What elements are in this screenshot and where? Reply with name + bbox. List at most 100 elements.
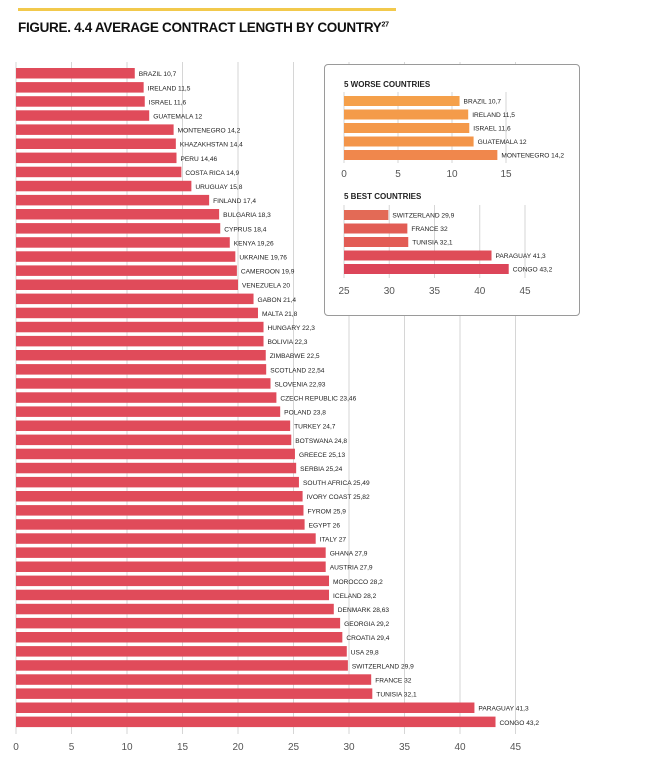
bar bbox=[16, 364, 267, 375]
bar bbox=[16, 519, 305, 530]
bar bbox=[16, 335, 264, 347]
bar bbox=[344, 136, 474, 147]
bar-label: MONTENEGRO 14,2 bbox=[501, 153, 564, 160]
bar-label: GHANA 27,9 bbox=[330, 551, 368, 558]
bar-label: SOUTH AFRICA 25,49 bbox=[303, 480, 370, 487]
bar bbox=[16, 68, 135, 79]
bar-label: TUNISIA 32,1 bbox=[376, 692, 417, 699]
bar bbox=[16, 434, 292, 446]
x-tick-label: 30 bbox=[343, 742, 355, 753]
bar-label: CROATIA 29,4 bbox=[346, 635, 389, 642]
x-tick-label: 0 bbox=[341, 169, 347, 180]
x-tick-label: 40 bbox=[474, 286, 486, 297]
bar bbox=[16, 617, 341, 629]
bar bbox=[16, 209, 220, 220]
x-tick-label: 25 bbox=[338, 286, 350, 297]
bar bbox=[16, 547, 326, 558]
bar bbox=[344, 223, 408, 234]
bar bbox=[16, 180, 192, 192]
bar bbox=[16, 589, 330, 601]
bar bbox=[16, 152, 177, 164]
bar-label: CZECH REPUBLIC 23,46 bbox=[280, 396, 356, 403]
bar-label: GREECE 25,13 bbox=[299, 452, 346, 459]
bar-label: GABON 21,4 bbox=[258, 297, 297, 304]
x-tick-label: 15 bbox=[500, 169, 512, 180]
title-footnote: 27 bbox=[381, 21, 389, 29]
bar-label: FRANCE 32 bbox=[411, 226, 448, 233]
bar-label: KHAZAKHSTAN 14,4 bbox=[180, 142, 243, 149]
bar-label: CONGO 43,2 bbox=[500, 720, 540, 727]
bar-label: BRAZIL 10,7 bbox=[139, 71, 177, 78]
bar-label: COSTA RICA 14,9 bbox=[185, 170, 239, 177]
bar bbox=[344, 237, 409, 247]
bar-label: IRELAND 11,5 bbox=[148, 85, 191, 92]
bar-label: BULGARIA 18,3 bbox=[223, 212, 271, 219]
bar bbox=[16, 674, 372, 685]
bar bbox=[16, 491, 303, 502]
bar bbox=[344, 264, 509, 274]
bar bbox=[16, 575, 330, 587]
bar-label: TUNISIA 32,1 bbox=[412, 240, 453, 247]
bar-label: CYPRUS 18,4 bbox=[224, 226, 266, 233]
bar-label: URUGUAY 15,8 bbox=[195, 184, 242, 191]
bar-label: MONTENEGRO 14,2 bbox=[178, 128, 241, 135]
bar-label: IRELAND 11,5 bbox=[472, 112, 515, 119]
bar-label: SWITZERLAND 29,9 bbox=[352, 663, 414, 670]
x-tick-label: 45 bbox=[519, 286, 531, 297]
bar bbox=[16, 166, 182, 178]
bar-label: USA 29,8 bbox=[351, 649, 379, 656]
bar bbox=[16, 702, 475, 713]
bar-label: GUATEMALA 12 bbox=[478, 139, 527, 146]
x-tick-label: 35 bbox=[399, 742, 411, 753]
bar bbox=[16, 462, 297, 474]
bar-label: SLOVENIA 22,93 bbox=[275, 381, 326, 388]
x-tick-label: 45 bbox=[510, 742, 522, 753]
bar bbox=[16, 420, 291, 431]
chart-title: FIGURE. 4.4 AVERAGE CONTRACT LENGTH BY C… bbox=[18, 20, 389, 35]
bar-label: FINLAND 17,4 bbox=[213, 198, 256, 205]
bar bbox=[16, 533, 316, 544]
bar-label: ZIMBABWE 22,5 bbox=[270, 353, 320, 360]
bar bbox=[16, 406, 281, 417]
bar-label: VENEZUELA 20 bbox=[242, 283, 290, 290]
bar bbox=[16, 378, 271, 389]
bar bbox=[16, 448, 295, 460]
x-tick-label: 10 bbox=[446, 169, 458, 180]
bar-label: PARAGUAY 41,3 bbox=[478, 706, 529, 713]
bar-label: PARAGUAY 41,3 bbox=[496, 253, 547, 260]
bar bbox=[344, 123, 470, 133]
bar-label: DENMARK 28,63 bbox=[338, 607, 390, 614]
x-tick-label: 40 bbox=[454, 742, 466, 753]
bar bbox=[344, 150, 498, 160]
bar-label: AUSTRIA 27,9 bbox=[330, 565, 373, 572]
bar bbox=[16, 124, 174, 135]
bar bbox=[16, 194, 210, 206]
bar-label: CAMEROON 19,9 bbox=[241, 269, 295, 276]
x-tick-label: 15 bbox=[177, 742, 189, 753]
bar bbox=[16, 350, 266, 361]
bar bbox=[16, 660, 348, 671]
bar bbox=[16, 646, 347, 657]
bar-label: FYROM 25,9 bbox=[307, 508, 346, 515]
inset-title: 5 WORSE COUNTRIES bbox=[344, 80, 431, 89]
bar-label: TURKEY 24,7 bbox=[294, 424, 336, 431]
x-tick-label: 25 bbox=[288, 742, 300, 753]
bar-label: ISRAEL 11,6 bbox=[473, 126, 511, 133]
bar bbox=[344, 250, 492, 261]
bar-label: GUATEMALA 12 bbox=[153, 114, 202, 121]
bar-label: BRAZIL 10,7 bbox=[464, 99, 502, 106]
bar-label: EGYPT 26 bbox=[309, 522, 341, 529]
bar-label: GEORGIA 29,2 bbox=[344, 621, 389, 628]
x-tick-label: 5 bbox=[395, 169, 401, 180]
bar-label: BOLIVIA 22,3 bbox=[268, 339, 308, 346]
bar bbox=[16, 237, 230, 248]
bar bbox=[16, 505, 304, 516]
bar-label: FRANCE 32 bbox=[375, 678, 412, 685]
bar-label: ISRAEL 11,6 bbox=[149, 99, 187, 106]
bar bbox=[16, 293, 254, 305]
bar-label: BOTSWANA 24,8 bbox=[295, 438, 347, 445]
bar bbox=[16, 632, 343, 643]
accent-line bbox=[18, 8, 396, 11]
